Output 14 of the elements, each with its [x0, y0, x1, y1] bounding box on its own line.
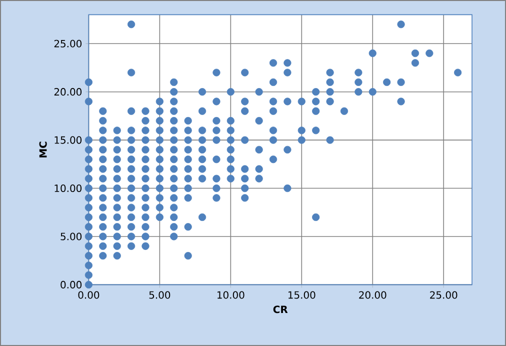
- x-tick-label: 15.00: [288, 291, 316, 299]
- y-tick-label: 25.00: [54, 40, 82, 48]
- x-tick-label: 5.00: [149, 291, 170, 299]
- x-tick-label: 10.00: [218, 291, 244, 299]
- y-tick-label: 20.00: [54, 88, 82, 96]
- x-tick-label: 25.00: [430, 291, 458, 299]
- y-axis-title: MC: [39, 142, 47, 158]
- y-tick-label: 15.00: [54, 136, 82, 144]
- y-tick-label: 10.00: [54, 184, 82, 192]
- x-tick-label: 0.00: [78, 291, 100, 299]
- x-tick-label: 20.00: [359, 291, 386, 299]
- x-axis-title: CR: [273, 306, 288, 314]
- y-tick-label: 5.00: [60, 232, 82, 240]
- y-tick-label: 0.00: [60, 280, 82, 288]
